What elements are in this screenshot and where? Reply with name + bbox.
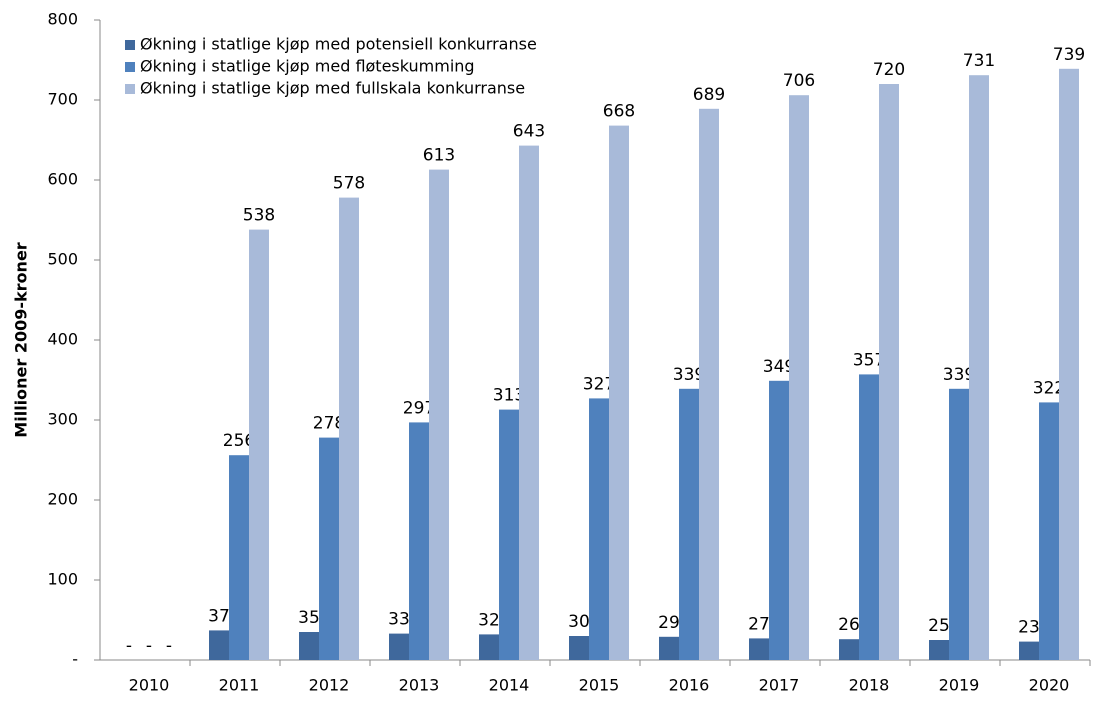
x-tick-label: 2018 — [849, 676, 890, 695]
value-label: 25 — [928, 616, 950, 636]
x-tick-label: 2012 — [309, 676, 350, 695]
bar — [789, 95, 809, 660]
value-label: 256 — [223, 431, 255, 451]
value-label: 297 — [403, 398, 435, 418]
value-label: 349 — [763, 357, 795, 377]
x-tick-label: 2010 — [129, 676, 170, 695]
bar — [229, 455, 249, 660]
legend-label: Økning i statlige kjøp med potensiell ko… — [140, 35, 537, 54]
value-label: 37 — [208, 606, 230, 626]
bar — [499, 409, 519, 660]
bar — [519, 145, 539, 661]
x-tick-label: 2014 — [489, 676, 530, 695]
bar — [1019, 641, 1039, 660]
x-tick-label: 2013 — [399, 676, 440, 695]
value-label: 27 — [748, 614, 770, 634]
legend-swatch — [125, 40, 135, 50]
y-axis-title: Millioner 2009-kroner — [12, 242, 31, 437]
y-tick-label: 100 — [47, 570, 78, 589]
value-label: - — [126, 636, 132, 656]
legend-swatch — [125, 84, 135, 94]
value-label: 30 — [568, 612, 590, 632]
x-tick-label: 2011 — [219, 676, 260, 695]
value-label: - — [166, 636, 172, 656]
y-tick-label: 600 — [47, 170, 78, 189]
bar — [699, 108, 719, 661]
legend-swatch — [125, 62, 135, 72]
value-label: 278 — [313, 414, 345, 434]
bar — [209, 630, 229, 660]
value-label: 578 — [333, 174, 365, 194]
x-tick-label: 2015 — [579, 676, 620, 695]
bar — [339, 197, 359, 660]
bar — [929, 640, 949, 660]
x-tick-label: 2017 — [759, 676, 800, 695]
bar — [389, 633, 409, 660]
value-label: 33 — [388, 610, 410, 630]
bar — [879, 84, 899, 660]
value-label: 29 — [658, 613, 680, 633]
bar — [749, 638, 769, 660]
value-label: 668 — [603, 102, 635, 122]
bar — [569, 636, 589, 660]
x-tick-label: 2019 — [939, 676, 980, 695]
y-tick-label: 300 — [47, 410, 78, 429]
value-label: 731 — [963, 51, 995, 71]
value-label: 322 — [1033, 378, 1065, 398]
bar — [1039, 402, 1059, 660]
legend-label: Økning i statlige kjøp med fullskala kon… — [140, 79, 525, 98]
y-tick-label: 800 — [47, 10, 78, 29]
value-label: 706 — [783, 71, 815, 91]
bar — [609, 125, 629, 661]
value-label: 739 — [1053, 45, 1085, 65]
value-label: 643 — [513, 122, 545, 142]
bar — [479, 634, 499, 660]
bar — [969, 75, 989, 660]
x-tick-label: 2016 — [669, 676, 710, 695]
value-label: 689 — [693, 85, 725, 105]
bar — [839, 639, 859, 660]
value-label: - — [146, 636, 152, 656]
bar — [659, 636, 679, 660]
bar — [769, 380, 789, 660]
value-label: 32 — [478, 610, 500, 630]
y-tick-label: 400 — [47, 330, 78, 349]
value-label: 327 — [583, 374, 615, 394]
value-label: 313 — [493, 386, 525, 406]
value-label: 23 — [1018, 618, 1040, 638]
bar — [249, 229, 269, 660]
bar — [299, 632, 319, 660]
y-tick-label: 700 — [47, 90, 78, 109]
y-tick-label: 500 — [47, 250, 78, 269]
y-tick-label: - — [72, 650, 78, 669]
bar — [319, 437, 339, 660]
value-label: 357 — [853, 350, 885, 370]
bar — [429, 169, 449, 660]
bar — [949, 388, 969, 660]
value-label: 35 — [298, 608, 320, 628]
legend-label: Økning i statlige kjøp med fløteskumming — [140, 57, 475, 76]
value-label: 538 — [243, 206, 275, 226]
value-label: 720 — [873, 60, 905, 80]
value-label: 339 — [673, 365, 705, 385]
bar — [679, 388, 699, 660]
bar — [589, 398, 609, 660]
bar — [859, 374, 879, 660]
value-label: 26 — [838, 615, 860, 635]
value-label: 339 — [943, 365, 975, 385]
x-tick-label: 2020 — [1029, 676, 1070, 695]
bar — [409, 422, 429, 660]
y-tick-label: 200 — [47, 490, 78, 509]
value-label: 613 — [423, 146, 455, 166]
bar — [1059, 68, 1079, 661]
